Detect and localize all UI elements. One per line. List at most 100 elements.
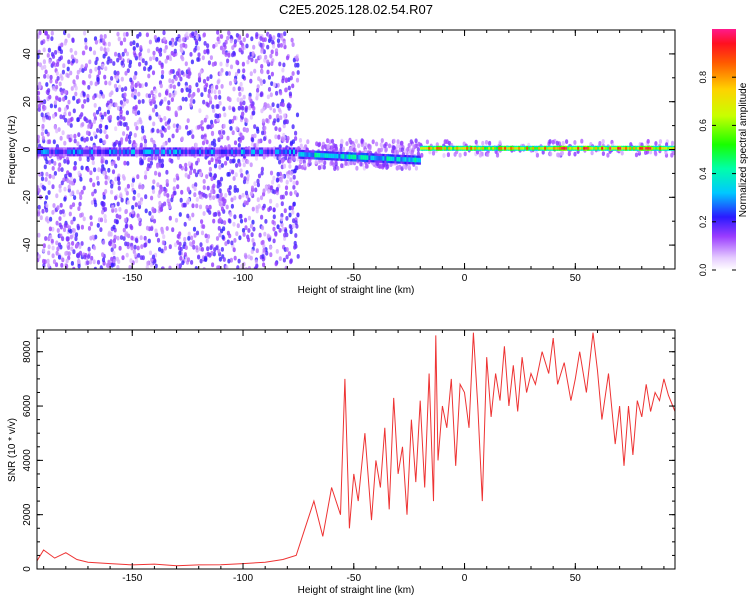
spectrogram-noise-cell	[235, 33, 239, 38]
spectrogram-noise-cell	[62, 63, 66, 69]
spectrogram-noise-cell	[147, 48, 151, 54]
spectrogram-band-core	[330, 153, 333, 159]
spectrogram-noise-cell	[274, 126, 278, 131]
spectrogram-noise-cell	[47, 250, 51, 256]
spectrogram-band-core	[673, 147, 675, 150]
spectrogram-noise-cell	[133, 244, 137, 250]
spectrogram-band-core	[209, 149, 212, 155]
spectrogram-noise-cell	[226, 172, 230, 177]
spectrogram-noise-cell	[42, 47, 46, 53]
spectrogram-noise-cell	[92, 50, 97, 56]
spectrogram-noise-cell	[122, 116, 126, 121]
spectrogram-noise-cell	[137, 216, 141, 222]
spectrogram-noise-cell	[274, 261, 278, 267]
spectrogram-band-core	[518, 147, 521, 150]
spectrogram-noise-cell	[99, 34, 103, 40]
spectrogram-noise-cell	[239, 132, 243, 138]
spectrogram-noise-cell	[160, 158, 164, 164]
spectrogram-noise-cell	[620, 150, 624, 156]
spectrogram-band-core	[205, 149, 208, 155]
spectrogram-noise-cell	[135, 238, 139, 244]
spectrogram-noise-cell	[99, 227, 103, 233]
spectrogram-noise-cell	[291, 209, 295, 215]
spectrogram-noise-cell	[225, 71, 229, 76]
spectrogram-noise-cell	[161, 125, 165, 131]
spectrogram-noise-cell	[275, 203, 279, 208]
spectrogram-noise-cell	[111, 169, 116, 175]
spectrogram-noise-cell	[144, 170, 148, 176]
spectrogram-noise-cell	[190, 59, 194, 65]
spectrogram-noise-cell	[151, 254, 156, 260]
spectrogram-noise-cell	[287, 77, 291, 82]
spectrogram-noise-cell	[42, 258, 46, 264]
spectrogram-noise-cell	[129, 41, 133, 47]
spectrogram-noise-cell	[561, 140, 565, 146]
spectrogram-noise-cell	[38, 62, 43, 68]
spectrogram-noise-cell	[218, 130, 222, 135]
spectrogram-noise-cell	[160, 203, 164, 208]
spectrogram-noise-cell	[38, 171, 42, 177]
spectrogram-noise-cell	[42, 59, 47, 65]
spectrogram-noise-cell	[99, 46, 103, 52]
spectrogram-noise-cell	[162, 234, 166, 240]
spectrogram-band-core	[474, 147, 477, 150]
spectrogram-band-core	[661, 147, 664, 150]
spectrogram-noise-cell	[255, 92, 259, 98]
spectrogram-noise-cell	[118, 84, 122, 90]
spectrogram-noise-cell	[174, 41, 178, 46]
spectrogram-band-core	[295, 149, 298, 155]
spectrogram-noise-cell	[235, 163, 239, 168]
spectrogram-noise-cell	[195, 245, 199, 251]
spectrogram-noise-cell	[75, 58, 79, 64]
spectrogram-noise-cell	[52, 85, 56, 91]
spectrogram-band-core	[179, 149, 182, 155]
spectrogram-noise-cell	[95, 56, 99, 62]
spectrogram-band-core	[199, 149, 202, 155]
spectrogram-noise-cell	[134, 71, 138, 76]
spectrogram-noise-cell	[77, 170, 81, 176]
spectrogram-band-core	[504, 147, 507, 150]
spectrogram-noise-cell	[165, 169, 169, 175]
spectrogram-noise-cell	[98, 124, 102, 129]
colorbar-scale	[712, 29, 736, 270]
spectrogram-band-core	[450, 147, 453, 150]
spectrogram-noise-cell	[112, 142, 116, 148]
spectrogram-noise-cell	[262, 79, 266, 84]
spectrogram-noise-cell	[150, 155, 154, 161]
spectrogram-noise-cell	[100, 156, 104, 162]
spectrogram-noise-cell	[590, 150, 594, 156]
spectrogram-noise-cell	[189, 102, 193, 108]
spectrogram-noise-cell	[670, 140, 675, 146]
spectrogram-noise-cell	[200, 92, 204, 97]
spectrogram-noise-cell	[89, 80, 93, 86]
spectrogram-band-core	[269, 149, 272, 155]
spectrogram-noise-cell	[255, 208, 259, 214]
spectrogram-noise-cell	[72, 79, 76, 85]
spectrogram-noise-cell	[205, 174, 209, 179]
spectrogram-band-core	[55, 149, 58, 155]
spectrogram-noise-cell	[105, 134, 109, 140]
spectrogram-noise-cell	[71, 58, 75, 64]
spectrogram-noise-cell	[43, 105, 47, 111]
spectrogram-band-core	[575, 147, 578, 150]
spectrogram-band-core	[414, 157, 417, 163]
spectrogram-noise-cell	[239, 40, 243, 45]
spectrogram-y-tick-label: 40	[22, 48, 33, 60]
spectrogram-noise-cell	[276, 171, 280, 177]
spectrogram-band-core	[223, 149, 226, 155]
spectrogram-noise-cell	[407, 163, 411, 169]
spectrogram-noise-cell	[69, 123, 73, 128]
spectrogram-noise-cell	[240, 111, 245, 117]
spectrogram-noise-cell	[45, 114, 49, 120]
spectrogram-noise-cell	[207, 88, 211, 94]
spectrogram-noise-cell	[209, 74, 213, 79]
spectrogram-noise-cell	[204, 233, 208, 239]
spectrogram-band-core	[328, 153, 331, 158]
spectrogram-noise-cell	[107, 167, 111, 173]
spectrogram-noise-cell	[601, 151, 606, 157]
spectrogram-band-core	[456, 147, 459, 150]
spectrogram-noise-cell	[488, 140, 492, 146]
spectrogram-band-core	[571, 147, 574, 150]
spectrogram-noise-cell	[100, 114, 105, 120]
